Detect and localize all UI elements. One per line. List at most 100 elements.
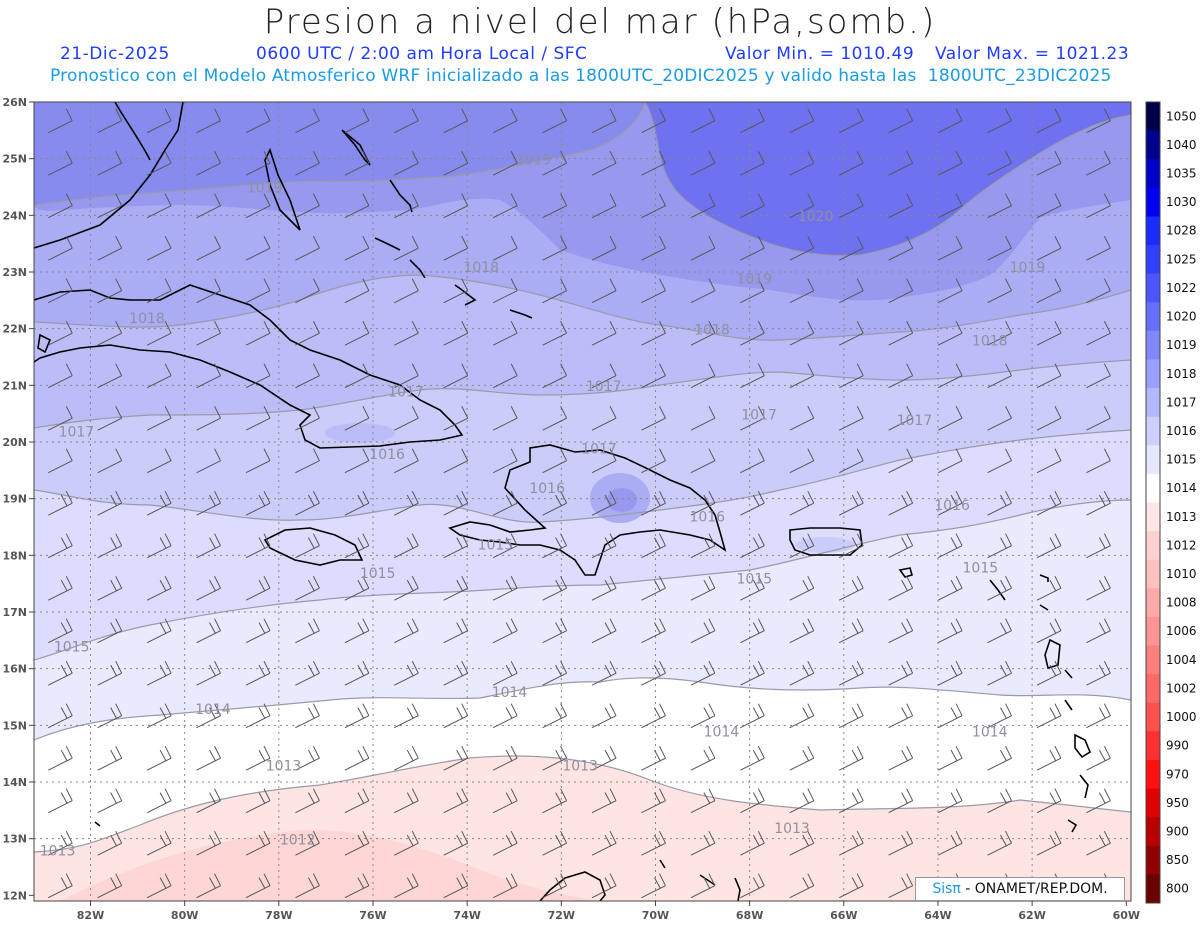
wind-barb [443, 788, 469, 814]
wind-barb [641, 575, 666, 601]
wind-barb [690, 533, 716, 559]
wind-barb [591, 703, 617, 729]
wind-barb [146, 533, 172, 559]
wind-barb [1036, 660, 1062, 686]
wind-barb [542, 533, 568, 559]
wind-barb [740, 660, 765, 686]
contour-label: 1012 [280, 832, 316, 848]
wind-barb [295, 363, 320, 389]
wind-barb [740, 150, 765, 176]
wind-barb [48, 618, 73, 644]
colorbar-label: 1015 [1166, 453, 1197, 467]
colorbar-label: 1010 [1166, 567, 1197, 581]
wind-barb [245, 575, 271, 601]
wind-barb [295, 703, 320, 729]
wind-barb [838, 788, 864, 814]
wind-barb [245, 235, 271, 261]
wind-barb [245, 703, 271, 729]
wind-barb [97, 660, 123, 686]
wind-barb [888, 873, 914, 899]
wind-barb [838, 660, 864, 686]
wind-barb [394, 788, 419, 814]
wind-barb [245, 788, 271, 814]
wind-barb [344, 533, 370, 559]
wind-barb [987, 575, 1012, 601]
wind-barb [492, 873, 518, 899]
wind-barb [146, 575, 172, 601]
contour-label: 1017 [897, 413, 933, 429]
wind-barb [196, 533, 222, 559]
wind-barb [394, 533, 419, 559]
lat-label: 23N [2, 266, 27, 279]
wind-barb [1086, 363, 1111, 389]
wind-barb [394, 618, 419, 644]
colorbar-swatch [1146, 874, 1160, 904]
wind-barb [690, 405, 716, 431]
contour-label: 1013 [774, 821, 810, 837]
wind-barb [344, 108, 370, 134]
colorbar-swatch [1146, 702, 1160, 732]
wind-barb [443, 490, 469, 516]
wind-barb [690, 150, 716, 176]
wind-barb [542, 873, 568, 899]
wind-barb [888, 108, 914, 134]
sispi-logo: Sisπ [932, 881, 961, 897]
wind-barb [838, 235, 864, 261]
contour-label: 1013 [562, 759, 598, 775]
colorbar-label: 800 [1166, 882, 1189, 896]
wind-barb [48, 235, 73, 261]
lat-label: 14N [2, 776, 27, 789]
contour-label: 1019 [1010, 260, 1046, 276]
wind-barb [443, 618, 469, 644]
wind-barb [146, 405, 172, 431]
wind-barb [97, 150, 123, 176]
wind-barb [789, 575, 815, 601]
colorbar-label: 1030 [1166, 195, 1197, 209]
wind-barb [690, 320, 716, 346]
wind-barb [937, 660, 963, 686]
colorbar-label: 1014 [1166, 481, 1197, 495]
wind-barb [394, 575, 419, 601]
wind-barb [740, 490, 765, 516]
wind-barb [740, 830, 765, 856]
wind-barb [295, 150, 320, 176]
wind-barb [641, 533, 666, 559]
wind-barb [394, 235, 419, 261]
wind-barb [48, 108, 73, 134]
wind-barb [196, 490, 222, 516]
colorbar-swatch [1146, 216, 1160, 246]
wind-barb [1036, 575, 1062, 601]
contour-label: 1016 [529, 481, 565, 497]
wind-barb [838, 405, 864, 431]
lat-label: 17N [2, 606, 27, 619]
wind-barb [838, 533, 864, 559]
wind-barb [196, 405, 222, 431]
wind-barb [1086, 703, 1111, 729]
wind-barb [888, 575, 914, 601]
wind-barb [987, 703, 1012, 729]
contour-label: 1017 [741, 407, 777, 423]
wind-barb [146, 278, 172, 304]
wind-barb [97, 703, 123, 729]
contour-label: 1018 [694, 322, 730, 338]
lat-label: 13N [2, 833, 27, 846]
wind-barb [987, 788, 1012, 814]
contour-labels: 1019 1019 1020 1019 1019 1018 1018 1018 1018 1017… [40, 152, 1046, 859]
wind-barb [641, 830, 666, 856]
wind-barb [394, 660, 419, 686]
wind-barb [937, 830, 963, 856]
wind-barb [591, 150, 617, 176]
wind-barb [937, 193, 963, 219]
wind-barb [641, 873, 666, 899]
wind-barb [245, 363, 271, 389]
wind-barb [48, 788, 73, 814]
wind-barb [146, 363, 172, 389]
wind-barb [987, 193, 1012, 219]
wind-barb [888, 448, 914, 474]
wind-barb [97, 235, 123, 261]
wind-barb [1036, 703, 1062, 729]
wind-barb [937, 150, 963, 176]
wind-barb [937, 745, 963, 771]
wind-barb [1086, 788, 1111, 814]
wind-barb [937, 788, 963, 814]
